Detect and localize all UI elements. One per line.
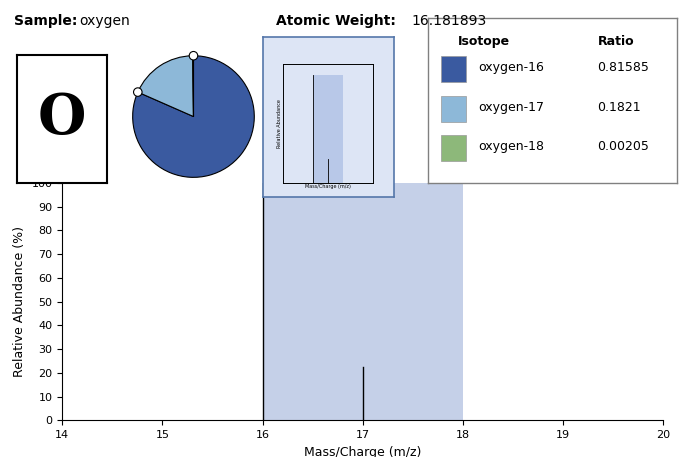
Text: Ratio: Ratio (598, 35, 634, 48)
Text: oxygen-17: oxygen-17 (478, 101, 545, 114)
X-axis label: Mass/Charge (m/z): Mass/Charge (m/z) (304, 446, 422, 457)
Text: 16.181893: 16.181893 (411, 14, 486, 28)
Text: oxygen: oxygen (79, 14, 130, 28)
Wedge shape (133, 56, 254, 177)
Text: 0.81585: 0.81585 (598, 61, 650, 74)
Text: O: O (38, 91, 86, 146)
Circle shape (133, 88, 142, 96)
Wedge shape (138, 56, 193, 117)
Text: Isotope: Isotope (458, 35, 511, 48)
FancyBboxPatch shape (441, 135, 466, 161)
Bar (263, 183, 463, 420)
Text: Sample:: Sample: (14, 14, 77, 28)
Text: 0.1821: 0.1821 (598, 101, 641, 114)
Bar (313, 75, 343, 183)
FancyBboxPatch shape (441, 96, 466, 122)
Y-axis label: Relative Abundance (%): Relative Abundance (%) (13, 226, 26, 377)
Text: oxygen-18: oxygen-18 (478, 140, 545, 153)
Text: 0.00205: 0.00205 (598, 140, 650, 153)
FancyBboxPatch shape (441, 56, 466, 82)
Y-axis label: Relative Abundance: Relative Abundance (277, 99, 282, 148)
Text: Atomic Weight:: Atomic Weight: (276, 14, 396, 28)
Text: oxygen-16: oxygen-16 (478, 61, 544, 74)
Circle shape (189, 52, 198, 60)
X-axis label: Mass/Charge (m/z): Mass/Charge (m/z) (305, 184, 351, 189)
